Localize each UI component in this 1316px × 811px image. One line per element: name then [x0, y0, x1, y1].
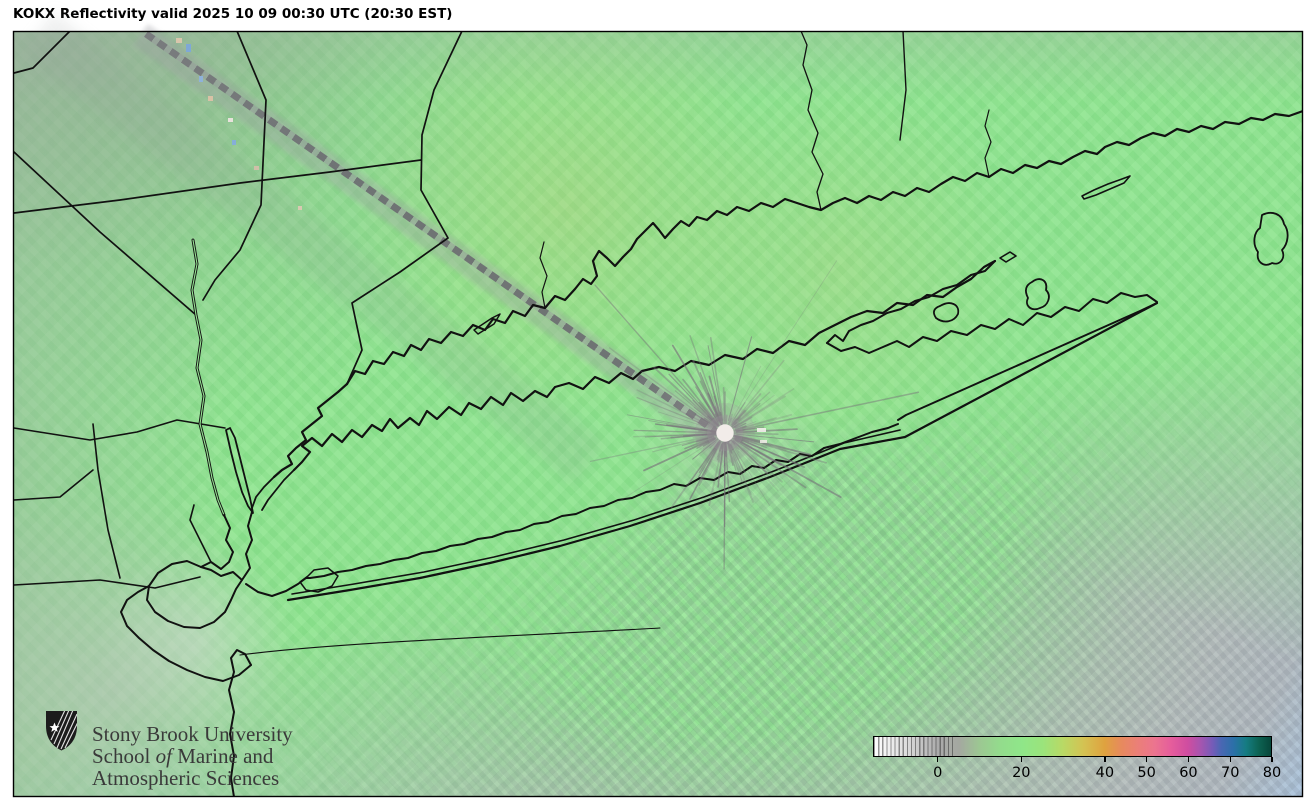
range-edge-speckle [14, 32, 1302, 796]
sbu-logo: Stony Brook University School of Marine … [45, 710, 293, 789]
map-title: KOKX Reflectivity valid 2025 10 09 00:30… [13, 6, 453, 22]
shield-star [49, 722, 60, 732]
colorbar-tick [1104, 757, 1106, 762]
logo-line-2: School of Marine and [92, 744, 274, 768]
interference-spike [143, 31, 732, 445]
colorbar-tick-label: 50 [1137, 765, 1156, 781]
clutter-haze [14, 32, 1302, 796]
colorbar-tick-label: 0 [933, 765, 943, 781]
colorbar-tick [1020, 757, 1022, 762]
colorbar-tick [937, 757, 939, 762]
colorbar-tick-label: 80 [1262, 765, 1282, 781]
reflectivity-colorbar: 0 20 40 50 60 70 80 [873, 736, 1281, 781]
colorbar-tick-label: 70 [1220, 765, 1240, 781]
colorbar-tick-label: 40 [1095, 765, 1115, 781]
colorbar-tick [1145, 757, 1148, 762]
interference-band-soft [21, 12, 606, 484]
colorbar-segment-lines [874, 737, 955, 756]
colorbar-tick-label: 20 [1012, 765, 1031, 781]
interference-band [133, 24, 739, 458]
sbu-logo-text: Stony Brook University School of Marine … [92, 723, 293, 789]
logo-line-3: Atmospheric Sciences [92, 766, 280, 790]
colorbar-tick-label: 60 [1179, 765, 1198, 781]
colorbar-tick [1187, 757, 1190, 762]
radar-map [13, 12, 1303, 797]
colorbar-tick [1229, 757, 1231, 762]
logo-line-1: Stony Brook University [92, 722, 293, 746]
colorbar-tick [1271, 757, 1273, 762]
colorbar-gradient [873, 736, 1272, 757]
sbu-shield-icon [46, 711, 77, 751]
